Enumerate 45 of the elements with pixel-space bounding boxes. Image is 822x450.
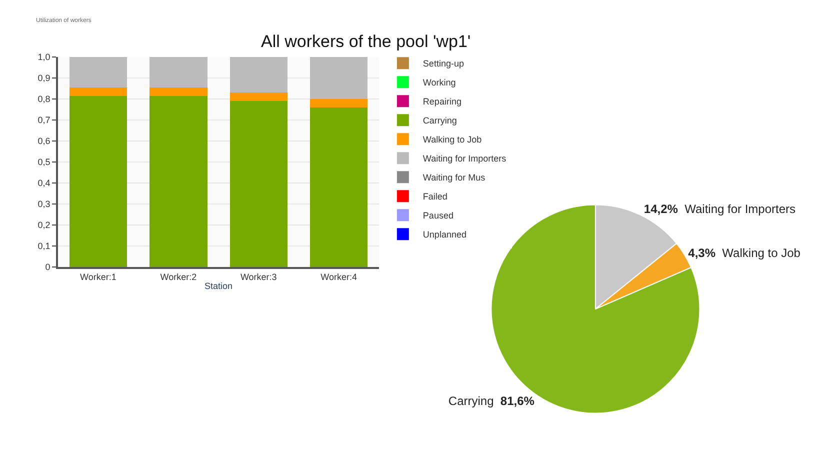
y-tick-label: 0,8 — [38, 94, 50, 104]
legend-label: Waiting for Mus — [422, 172, 486, 183]
legend-label: Waiting for Importers — [422, 154, 507, 164]
legend-label: Unplanned — [422, 230, 466, 240]
bar — [150, 87, 208, 96]
slice-label: Walking to Job — [722, 246, 800, 260]
x-tick-label: Worker:2 — [160, 272, 197, 282]
bar — [310, 99, 368, 108]
bar — [69, 87, 128, 96]
legend-label: Repairing — [422, 96, 462, 107]
legend-label: Carrying — [422, 116, 457, 126]
bar — [310, 57, 368, 99]
bar — [230, 57, 288, 93]
bar — [150, 96, 208, 267]
slice-label: Waiting for Importers — [684, 202, 796, 216]
legend-label: Paused — [422, 210, 454, 221]
data-label: 4,3% — [688, 246, 716, 260]
x-tick-label: Worker:1 — [80, 272, 116, 282]
y-tick-label: 0,2 — [38, 220, 50, 230]
x-tick-label: Worker:3 — [240, 272, 277, 282]
y-tick-label: 0,1 — [38, 241, 50, 252]
bar — [230, 101, 288, 267]
bar — [69, 96, 128, 267]
y-tick-label: 0,4 — [38, 178, 50, 188]
slice-label: Carrying — [448, 394, 494, 408]
bar — [69, 57, 128, 88]
data-label: 14,2% — [644, 202, 678, 216]
x-tick-label: Worker:4 — [320, 272, 357, 282]
y-tick-label: 0 — [45, 262, 50, 272]
data-label: 81,6% — [500, 394, 535, 408]
y-tick-label: 0,9 — [38, 73, 50, 84]
bar — [310, 107, 368, 267]
y-tick-label: 1,0 — [38, 52, 50, 62]
legend-label: Working — [422, 78, 456, 88]
legend-label: Walking to Job — [422, 134, 482, 145]
bar — [150, 57, 208, 88]
y-tick-label: 0,7 — [38, 115, 50, 126]
legend-label: Setting-up — [422, 58, 464, 69]
y-tick-label: 0,6 — [38, 136, 50, 146]
y-tick-label: 0,5 — [38, 157, 50, 168]
y-tick-label: 0,3 — [38, 199, 50, 210]
bar — [230, 92, 288, 102]
legend-label: Failed — [422, 192, 448, 202]
x-axis-title: Station — [204, 281, 233, 292]
chart-title: All workers of the pool 'wp1' — [261, 32, 471, 51]
